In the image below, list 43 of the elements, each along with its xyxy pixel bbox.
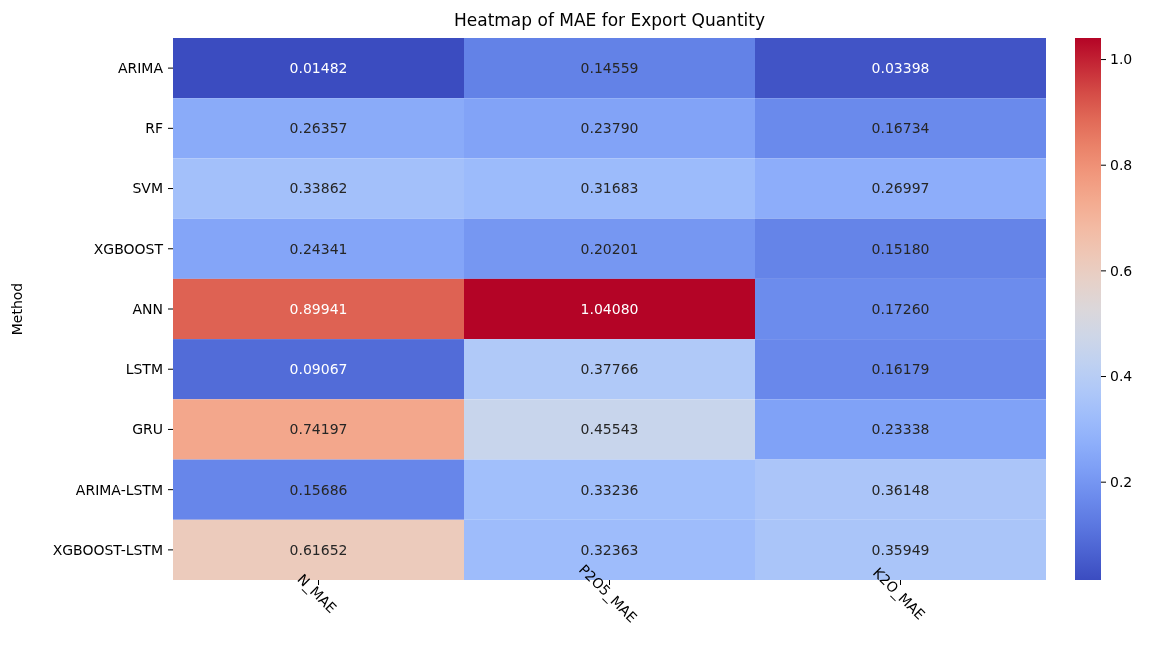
data-label: 0.20201: [580, 240, 639, 257]
color-bar-label: 0.8: [1110, 157, 1133, 174]
data-label: 0.26997: [871, 180, 930, 197]
y-axis-title: Method: [9, 282, 25, 336]
data-label: 0.35949: [871, 541, 930, 558]
y-tick-label: LSTM: [125, 361, 163, 378]
color-bar-label: 0.6: [1110, 262, 1133, 279]
data-label: 0.31683: [580, 180, 639, 197]
y-tick-label: GRU: [132, 421, 163, 438]
data-label: 0.74197: [289, 421, 348, 438]
y-tick-label: XGBOOST: [93, 240, 164, 257]
data-label: 0.37766: [580, 361, 639, 378]
data-label: 0.26357: [289, 120, 348, 137]
data-label: 0.32363: [580, 541, 639, 558]
y-tick-label: ARIMA: [117, 60, 164, 77]
data-label: 1.04080: [580, 300, 639, 317]
data-label: 0.17260: [871, 300, 930, 317]
data-label: 0.61652: [289, 541, 348, 558]
y-tick-label: ANN: [132, 300, 163, 317]
data-label: 0.09067: [289, 361, 348, 378]
data-label: 0.03398: [871, 60, 930, 77]
data-label: 0.24341: [289, 240, 348, 257]
data-label: 0.16734: [871, 120, 930, 137]
chart-title: Heatmap of MAE for Export Quantity: [453, 10, 766, 30]
data-label: 0.01482: [289, 60, 348, 77]
color-bar-label: 0.2: [1110, 474, 1133, 491]
data-label: 0.36148: [871, 481, 930, 498]
data-label: 0.15686: [289, 481, 348, 498]
data-label: 0.15180: [871, 240, 930, 257]
data-label: 0.23790: [580, 120, 639, 137]
data-label: 0.89941: [289, 300, 348, 317]
data-label: 0.23338: [871, 421, 930, 438]
color-bar-label: 0.4: [1110, 368, 1133, 385]
y-tick-label: ARIMA-LSTM: [75, 481, 163, 498]
color-bar-label: 1.0: [1110, 51, 1133, 68]
data-label: 0.33236: [580, 481, 639, 498]
data-label: 0.33862: [289, 180, 348, 197]
data-label: 0.45543: [580, 421, 639, 438]
data-label: 0.14559: [580, 60, 639, 77]
y-tick-label: RF: [145, 120, 163, 137]
y-tick-label: XGBOOST-LSTM: [52, 541, 163, 558]
y-tick-label: SVM: [132, 180, 163, 197]
data-label: 0.16179: [871, 361, 930, 378]
